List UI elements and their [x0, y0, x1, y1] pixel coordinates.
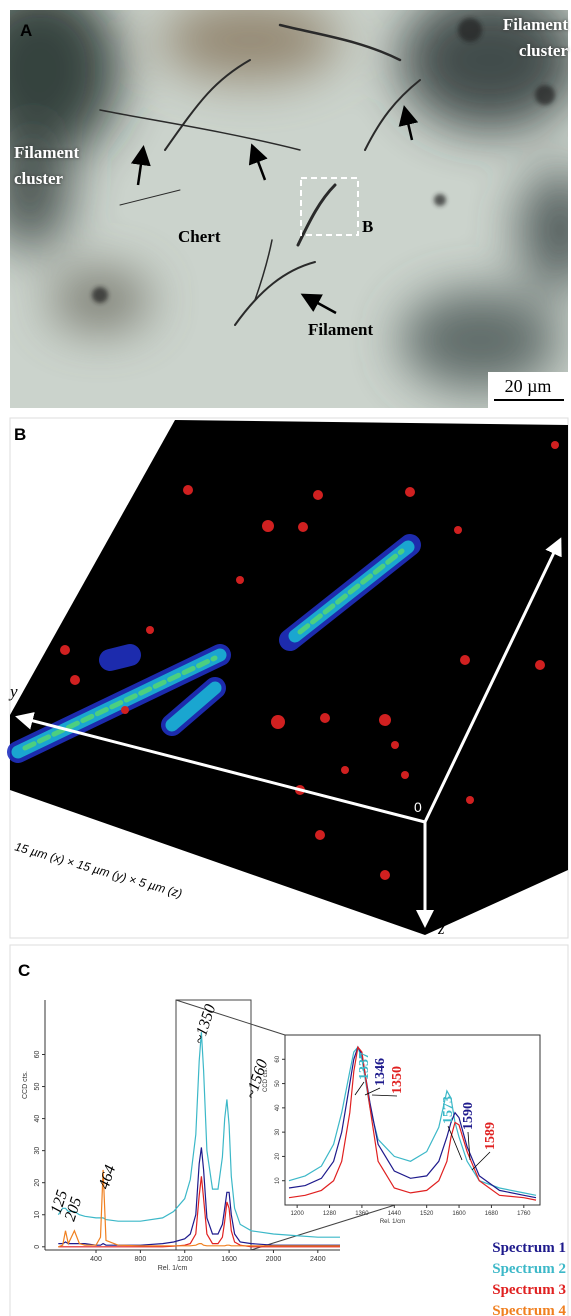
x-tick-label: 1200 — [177, 1256, 193, 1263]
y-tick-label: 40 — [34, 1115, 41, 1123]
peak-pointer — [364, 1087, 381, 1096]
spectrum-line — [288, 1045, 537, 1201]
x-axis-label: Rel. 1/cm — [380, 1219, 405, 1225]
y-tick-label: 20 — [34, 1179, 41, 1187]
spectrum-line — [58, 1176, 340, 1248]
x-tick-label: 1360 — [355, 1211, 369, 1217]
peak-pointer — [447, 1125, 463, 1161]
x-tick-label: 1600 — [452, 1211, 466, 1217]
peak-pointer — [354, 1081, 365, 1096]
peak-label: 1337 — [357, 1052, 372, 1080]
legend-entry: Spectrum 4 — [492, 1303, 566, 1316]
axes-arrows — [15, 537, 562, 928]
y-tick-label: 60 — [275, 1055, 281, 1062]
axis-name: z — [437, 919, 445, 938]
panel-label: B — [14, 425, 26, 444]
cluster-label: Filament cluster — [14, 143, 80, 188]
y-tick-label: 30 — [34, 1147, 41, 1155]
legend-entry: Spectrum 2 — [492, 1261, 566, 1277]
panel-label: A — [20, 21, 32, 40]
panel-label: C — [18, 961, 30, 980]
x-tick-label: 1600 — [221, 1256, 237, 1263]
zoom-connector — [175, 999, 286, 1036]
x-tick-label: 1200 — [290, 1211, 304, 1217]
peak-label: 464 — [96, 1163, 120, 1191]
peak-label: 1346 — [373, 1058, 388, 1086]
peak-pointer — [467, 1131, 471, 1161]
origin-label: 0 — [414, 799, 422, 815]
spectrum-line — [288, 1045, 537, 1196]
peak-label: 1590 — [461, 1102, 476, 1130]
y-tick-label: 30 — [275, 1128, 281, 1135]
y-axis-label: CCD cts. — [22, 1071, 29, 1099]
axis-name: y — [8, 682, 18, 701]
peak-label: 1589 — [483, 1122, 498, 1150]
x-tick-label: 1440 — [388, 1211, 402, 1217]
x-tick-label: 2400 — [310, 1256, 326, 1263]
red-particles — [60, 441, 559, 880]
y-tick-label: 0 — [34, 1245, 41, 1249]
x-tick-label: 400 — [90, 1256, 102, 1263]
y-tick-label: 10 — [34, 1211, 41, 1219]
filament-render — [7, 534, 421, 763]
peak-label: 125 — [48, 1188, 72, 1216]
volume — [10, 420, 568, 935]
peak-label: 1573 — [441, 1096, 456, 1124]
peak-label: 205 — [62, 1195, 86, 1223]
filament-label: Filament — [308, 320, 373, 339]
peak-pointer — [371, 1094, 398, 1097]
peak-pointer — [471, 1151, 491, 1171]
micrograph — [10, 10, 568, 408]
y-tick-label: 10 — [275, 1177, 281, 1184]
axis-name: x — [559, 501, 568, 520]
x-tick-label: 2000 — [266, 1256, 282, 1263]
y-tick-label: 50 — [34, 1083, 41, 1091]
x-tick-label: 800 — [135, 1256, 147, 1263]
x-tick-label: 1280 — [323, 1211, 337, 1217]
peak-label: 1350 — [390, 1066, 405, 1094]
y-tick-label: 50 — [275, 1080, 281, 1087]
spectrum-line — [57, 1032, 340, 1238]
x-axis-label: Rel. 1/cm — [158, 1265, 188, 1272]
zoom-connector — [250, 1204, 396, 1251]
spectrum-line — [58, 1147, 340, 1246]
y-axis-label: CCD cts. — [263, 1068, 269, 1092]
spectrum-line — [58, 1169, 340, 1248]
plot-frame — [284, 1034, 541, 1206]
x-tick-label: 1680 — [485, 1211, 499, 1217]
legend-entry: Spectrum 3 — [492, 1282, 566, 1298]
legend-entry: Spectrum 1 — [492, 1240, 566, 1256]
chert-label: Chert — [178, 227, 221, 246]
x-tick-label: 1760 — [517, 1211, 531, 1217]
x-tick-label: 1520 — [420, 1211, 434, 1217]
y-tick-label: 60 — [34, 1050, 41, 1058]
cluster-label: Filament cluster — [502, 15, 568, 60]
scale-bar-label: 20 µm — [505, 376, 552, 396]
y-tick-label: 20 — [275, 1152, 281, 1159]
box-label: B — [362, 217, 373, 236]
y-tick-label: 40 — [275, 1104, 281, 1111]
